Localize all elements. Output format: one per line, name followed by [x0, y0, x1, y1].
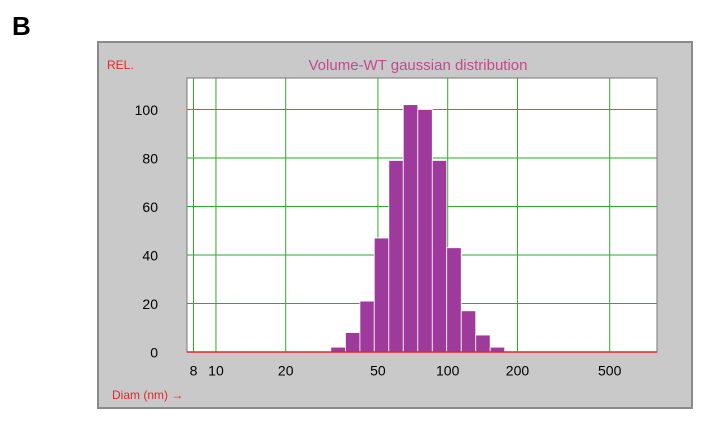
x-tick-label: 10: [208, 363, 224, 379]
panel-label: B: [12, 11, 31, 41]
bar: [359, 300, 375, 353]
y-axis-label: REL.: [107, 58, 134, 72]
bar: [373, 237, 390, 353]
bar: [431, 160, 448, 353]
x-tick-label: 200: [506, 363, 530, 379]
y-tick-label: 20: [142, 296, 158, 312]
y-tick-label: 60: [142, 199, 158, 215]
y-tick-label: 80: [142, 151, 158, 167]
bar: [345, 332, 361, 353]
x-tick-label: 500: [598, 363, 622, 379]
y-tick-label: 40: [142, 248, 158, 264]
x-tick-label: 8: [190, 363, 198, 379]
y-tick-label: 100: [135, 102, 159, 118]
x-tick-label: 20: [278, 363, 294, 379]
bar: [475, 334, 491, 353]
x-tick-label: 50: [370, 363, 386, 379]
chart-title: Volume-WT gaussian distribution: [309, 57, 528, 74]
x-tick-label: 100: [436, 363, 460, 379]
y-tick-label: 0: [150, 345, 158, 361]
bar: [402, 104, 419, 353]
bar: [460, 310, 477, 353]
bar: [417, 109, 433, 353]
bar: [388, 160, 404, 353]
bar: [446, 247, 462, 353]
x-axis-label: Diam (nm) →: [112, 388, 183, 402]
